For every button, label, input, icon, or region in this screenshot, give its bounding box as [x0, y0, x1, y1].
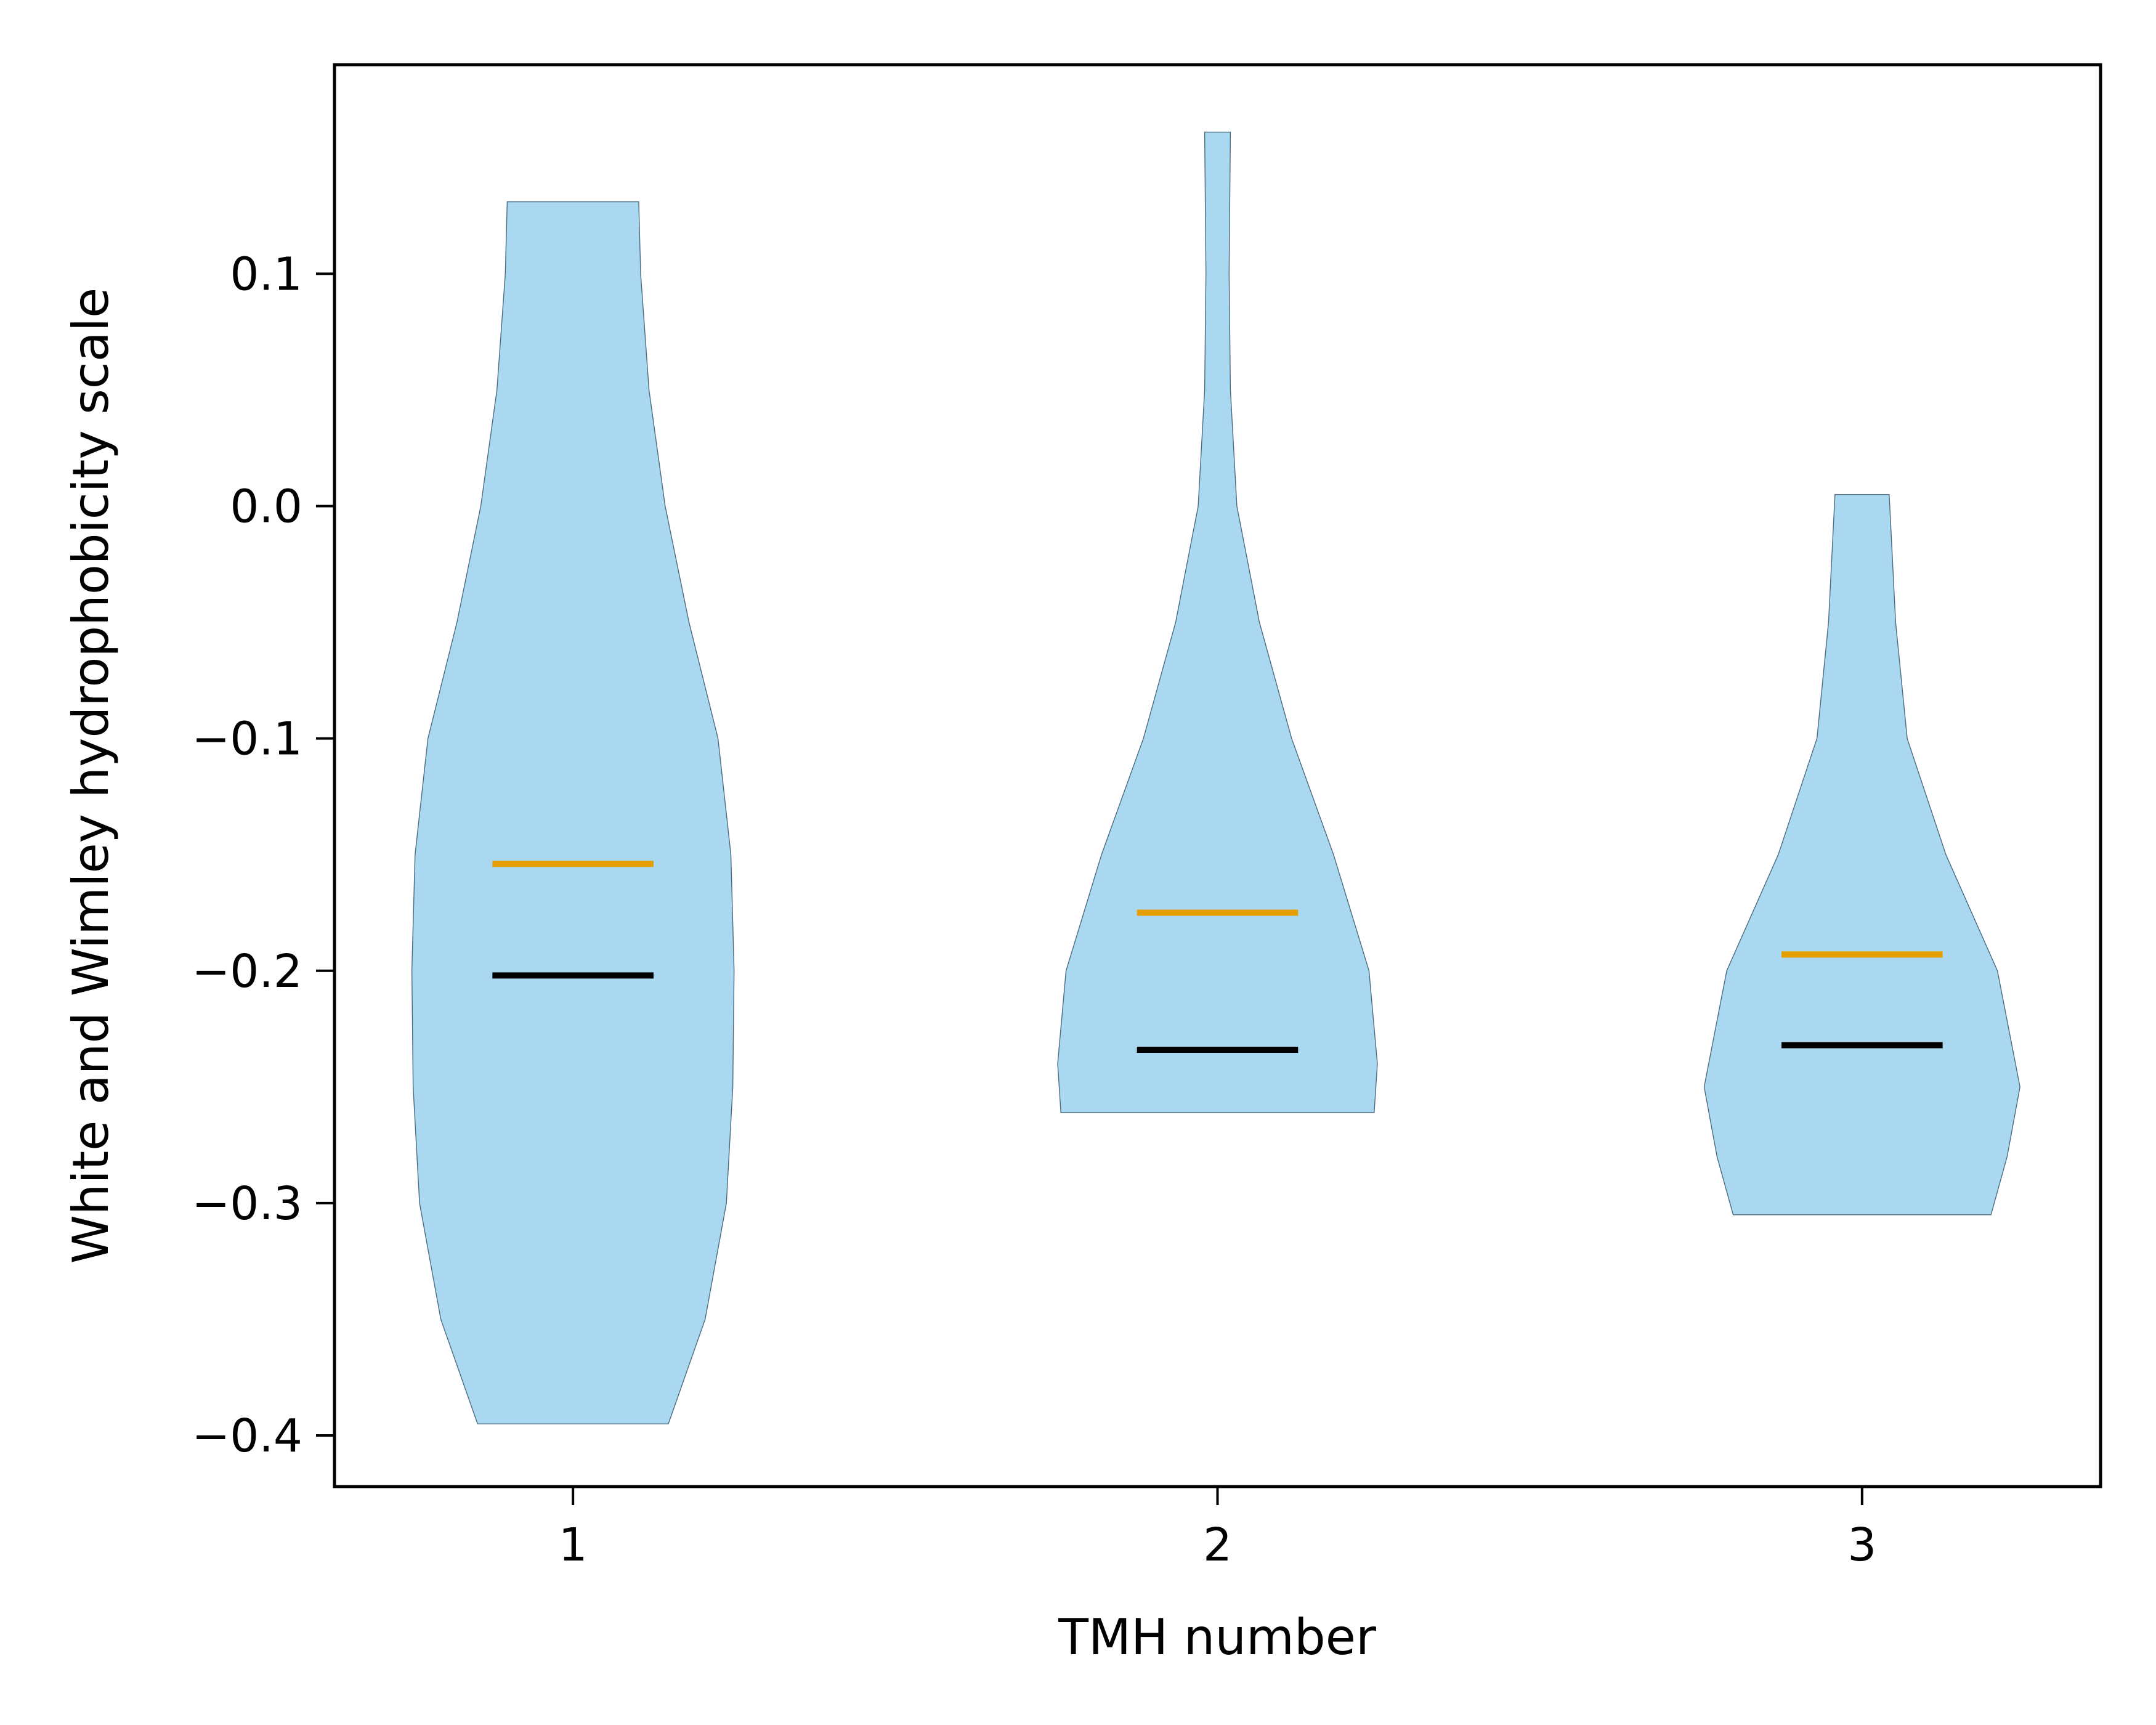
y-tick-label-4: −0.3	[192, 1177, 302, 1230]
violin-layer	[411, 131, 2020, 1424]
x-tick-label-1: 1	[559, 1519, 588, 1572]
y-axis: 0.1 0.0 −0.1 −0.2 −0.3 −0.4	[192, 248, 334, 1463]
y-tick-label-2: −0.1	[192, 713, 302, 766]
y-tick-label-3: −0.2	[192, 945, 302, 998]
y-tick-label-5: −0.4	[192, 1410, 302, 1463]
statistic-layer	[492, 861, 1943, 1053]
y-tick-label-1: 0.0	[230, 481, 302, 534]
x-tick-label-3: 3	[1847, 1519, 1876, 1572]
x-axis-title: TMH number	[1058, 1609, 1376, 1666]
violin-body-1	[411, 201, 735, 1424]
violin-body-3	[1703, 494, 2020, 1216]
y-tick-label-0: 0.1	[230, 248, 302, 301]
y-axis-title: White and Wimley hydrophobicity scale	[62, 288, 120, 1264]
violin-body-2	[1057, 131, 1378, 1113]
x-tick-label-2: 2	[1203, 1519, 1232, 1572]
x-axis: 1 2 3	[559, 1487, 1876, 1572]
